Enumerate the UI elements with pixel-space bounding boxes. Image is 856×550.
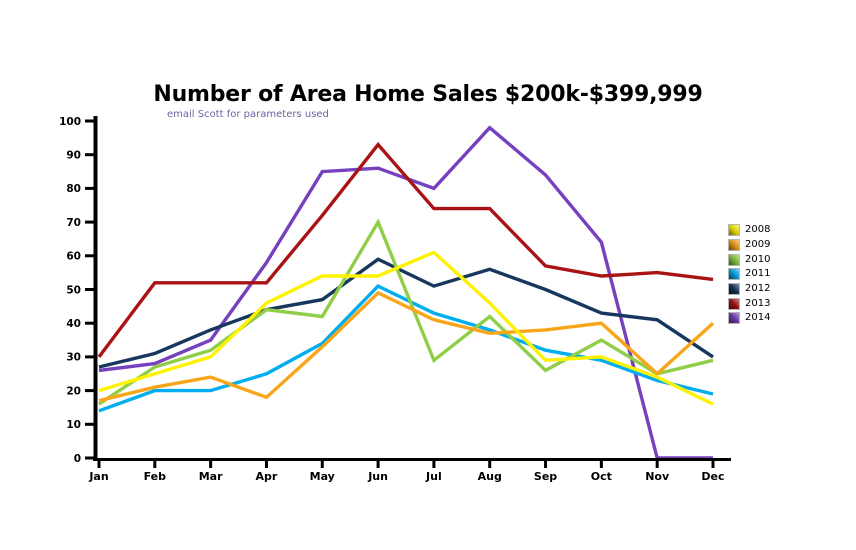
legend-marker-2012 [728,283,740,296]
y-tick-label-90: 90 [66,150,81,162]
legend-label-2008: 2008 [745,224,771,236]
legend-marker-2014 [728,312,740,325]
legend-marker-2008 [728,224,740,237]
series-line-2009 [98,290,715,403]
series-line-2012 [98,257,714,369]
legend-item-2014: 2014 [728,311,770,326]
x-tick-label-apr: Apr [256,470,278,483]
y-tick-label-40: 40 [66,318,81,330]
legend-marker-2010 [728,253,740,266]
x-tick-label-jun: Jun [367,470,388,483]
legend-marker-2009 [728,239,740,252]
legend-item-2009: 2009 [728,238,770,253]
series-line-2010 [98,218,714,406]
legend-label-2013: 2013 [745,297,771,309]
x-tick-label-sep: Sep [534,470,557,483]
y-tick-label-0: 0 [74,453,81,465]
legend-label-2009: 2009 [745,239,771,251]
y-tick-label-20: 20 [66,385,81,397]
y-tick-label-30: 30 [66,352,81,364]
y-tick-label-10: 10 [66,419,81,431]
legend-item-2013: 2013 [728,296,770,311]
x-tick-label-oct: Oct [591,470,612,483]
legend-label-2010: 2010 [745,253,771,265]
chart-title: Number of Area Home Sales $200k-$399,999 [153,82,703,107]
x-tick-label-jul: Jul [425,470,442,483]
legend-label-2012: 2012 [745,283,771,295]
legend-item-2011: 2011 [728,267,770,282]
x-tick-label-dec: Dec [701,470,724,483]
x-tick-label-may: May [310,470,335,483]
x-tick-label-aug: Aug [478,470,502,483]
x-tick-label-mar: Mar [199,470,223,483]
x-tick-label-nov: Nov [645,470,670,483]
y-tick-label-50: 50 [66,284,81,296]
legend-item-2008: 2008 [728,223,770,238]
legend-item-2012: 2012 [728,282,770,297]
legend-marker-2011 [728,268,740,281]
y-tick-label-80: 80 [66,183,81,195]
series-line-2011 [98,284,714,413]
legend-item-2010: 2010 [728,252,770,267]
chart-subtitle: email Scott for parameters used [167,109,329,120]
series-line-2013 [97,141,714,358]
legend-marker-2013 [728,297,740,310]
legend-label-2014: 2014 [745,312,771,324]
legend: 2008 2009 2010 2011 2012 2013 2014 [728,223,770,326]
y-tick-label-70: 70 [66,217,81,229]
legend-label-2011: 2011 [745,268,771,280]
y-tick-label-100: 100 [59,116,81,128]
x-tick-label-feb: Feb [144,470,167,483]
y-tick-label-60: 60 [66,251,81,263]
series-line-2008 [98,250,714,406]
x-tick-label-jan: Jan [88,470,108,483]
